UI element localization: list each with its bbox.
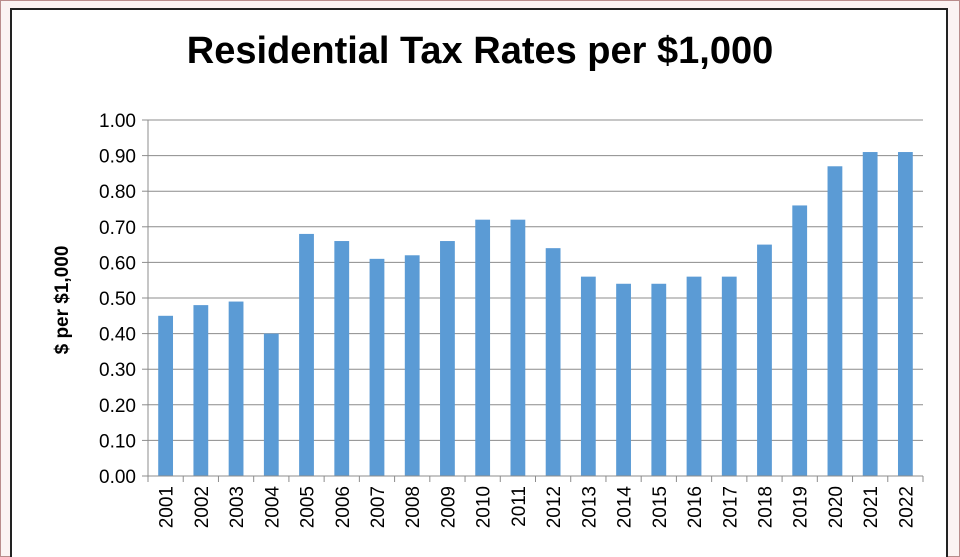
bar-2004 (263, 333, 279, 476)
bar-2007 (369, 258, 385, 476)
y-tick-label: 0.60 (99, 253, 136, 274)
x-tick-label: 2017 (720, 486, 741, 528)
bar-2020 (827, 166, 843, 476)
x-tick-label: 2013 (579, 486, 600, 528)
bar-2013 (580, 276, 596, 476)
x-tick-label: 2009 (438, 486, 459, 528)
bar-2015 (651, 283, 667, 476)
y-tick-label: 0.50 (99, 289, 136, 310)
x-tick-label: 2018 (755, 486, 776, 528)
x-tick-label: 2014 (615, 486, 636, 529)
x-tick-label: 2015 (650, 486, 671, 528)
x-tick-label: 2008 (403, 486, 424, 528)
bar-2014 (616, 283, 631, 476)
x-tick-label: 2016 (685, 486, 706, 528)
x-tick-label: 2002 (192, 486, 213, 528)
y-tick-label: 0.40 (99, 325, 136, 346)
x-tick-label: 2004 (262, 486, 283, 529)
bar-2016 (686, 276, 702, 476)
bar-2008 (404, 255, 420, 476)
x-tick-label: 2001 (157, 486, 178, 528)
x-tick-label: 2005 (298, 486, 319, 528)
x-tick-label: 2021 (861, 486, 882, 528)
bar-2009 (440, 241, 455, 476)
bar-2001 (158, 315, 174, 476)
y-tick-labels: 0.00 0.10 0.20 0.30 0.40 0.50 0.60 0.70 0.80 0.90… (99, 111, 136, 488)
x-tick-label: 2022 (896, 486, 917, 528)
x-tick-label: 2003 (227, 486, 248, 528)
y-tick-label: 0.10 (99, 431, 136, 452)
axes (142, 119, 924, 482)
y-tick-label: 0.00 (99, 467, 136, 488)
y-tick-label: 0.80 (99, 182, 136, 203)
y-tick-label: 0.90 (99, 147, 136, 168)
y-tick-label: 0.20 (99, 396, 136, 417)
x-tick-label: 2007 (368, 486, 389, 528)
x-tick-label: 2010 (474, 486, 495, 528)
chart-title: Residential Tax Rates per $1,000 (186, 30, 774, 72)
y-tick-label: 0.30 (99, 360, 136, 381)
bar-2011 (510, 219, 526, 476)
bar-2017 (721, 276, 737, 476)
y-tick-label: 0.70 (99, 218, 136, 239)
x-tick-label: 2020 (826, 486, 847, 528)
bar-2021 (862, 152, 878, 477)
bar-2022 (897, 152, 913, 477)
x-tick-labels: 2001 2002 2003 2004 2005 2006 2007 2008 2009 2010… (157, 486, 918, 529)
x-tick-label: 2006 (333, 486, 354, 528)
bar-2010 (475, 219, 491, 476)
x-tick-label: 2019 (791, 486, 812, 528)
bar-2012 (545, 248, 561, 476)
bar-2003 (228, 301, 244, 476)
bar-2005 (299, 233, 314, 476)
bar-2018 (757, 244, 772, 476)
x-tick-label: 2011 (509, 486, 530, 527)
y-tick-label: 1.00 (99, 111, 136, 132)
bars (158, 152, 913, 477)
bar-2019 (792, 205, 808, 476)
x-tick-label: 2012 (544, 486, 565, 528)
bar-2006 (334, 241, 350, 476)
bar-2002 (193, 305, 209, 476)
